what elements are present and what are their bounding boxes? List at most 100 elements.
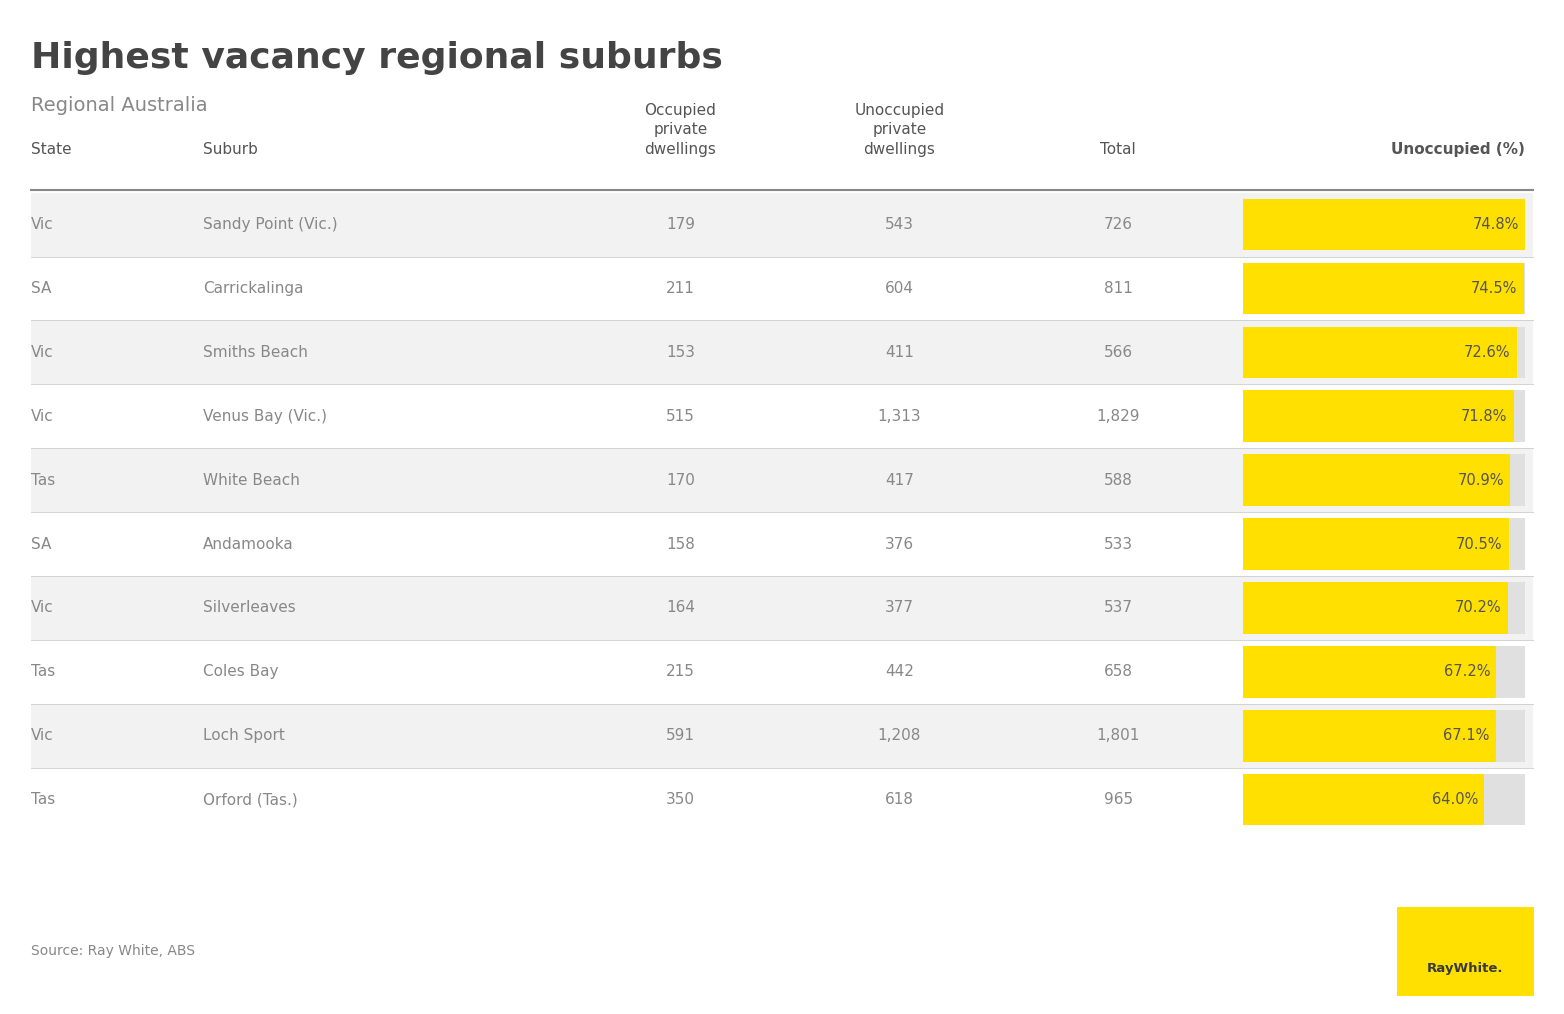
Text: 67.2%: 67.2% xyxy=(1444,664,1490,679)
Text: Carrickalinga: Carrickalinga xyxy=(203,281,303,296)
FancyBboxPatch shape xyxy=(31,257,1533,320)
FancyBboxPatch shape xyxy=(31,448,1533,512)
Text: 1,313: 1,313 xyxy=(877,409,921,424)
Text: Unoccupied (%): Unoccupied (%) xyxy=(1390,142,1525,157)
FancyBboxPatch shape xyxy=(1243,710,1525,762)
FancyBboxPatch shape xyxy=(1243,263,1523,314)
FancyBboxPatch shape xyxy=(1243,263,1525,314)
Text: 74.5%: 74.5% xyxy=(1472,281,1517,296)
Text: Highest vacancy regional suburbs: Highest vacancy regional suburbs xyxy=(31,41,723,75)
Text: Smiths Beach: Smiths Beach xyxy=(203,345,308,360)
Text: 811: 811 xyxy=(1104,281,1132,296)
Text: Loch Sport: Loch Sport xyxy=(203,728,285,743)
Text: Tas: Tas xyxy=(31,473,56,488)
Text: 179: 179 xyxy=(666,217,694,232)
FancyBboxPatch shape xyxy=(1243,710,1495,762)
Text: 74.8%: 74.8% xyxy=(1472,217,1519,232)
Text: 533: 533 xyxy=(1104,536,1132,552)
FancyBboxPatch shape xyxy=(31,768,1533,831)
FancyBboxPatch shape xyxy=(31,640,1533,704)
Text: 170: 170 xyxy=(666,473,694,488)
Text: 71.8%: 71.8% xyxy=(1461,409,1508,424)
Text: Vic: Vic xyxy=(31,217,55,232)
Text: 72.6%: 72.6% xyxy=(1464,345,1511,360)
Text: 411: 411 xyxy=(885,345,913,360)
FancyBboxPatch shape xyxy=(31,384,1533,448)
FancyBboxPatch shape xyxy=(1243,646,1525,698)
Text: White Beach: White Beach xyxy=(203,473,300,488)
Text: 350: 350 xyxy=(666,792,694,807)
Text: Vic: Vic xyxy=(31,409,55,424)
FancyBboxPatch shape xyxy=(1397,907,1534,996)
FancyBboxPatch shape xyxy=(1243,199,1525,250)
FancyBboxPatch shape xyxy=(1243,199,1525,250)
FancyBboxPatch shape xyxy=(31,704,1533,768)
FancyBboxPatch shape xyxy=(1243,774,1484,825)
Text: 64.0%: 64.0% xyxy=(1431,792,1478,807)
Text: 965: 965 xyxy=(1104,792,1132,807)
Text: 158: 158 xyxy=(666,536,694,552)
Text: Coles Bay: Coles Bay xyxy=(203,664,278,679)
Text: 70.9%: 70.9% xyxy=(1458,473,1505,488)
Text: 543: 543 xyxy=(885,217,913,232)
Text: Occupied
private
dwellings: Occupied private dwellings xyxy=(644,102,716,157)
Text: Vic: Vic xyxy=(31,345,55,360)
Text: 153: 153 xyxy=(666,345,694,360)
Text: 67.1%: 67.1% xyxy=(1444,728,1489,743)
FancyBboxPatch shape xyxy=(1243,327,1525,378)
Text: 1,208: 1,208 xyxy=(877,728,921,743)
Text: 618: 618 xyxy=(885,792,913,807)
Text: Andamooka: Andamooka xyxy=(203,536,294,552)
Text: Sandy Point (Vic.): Sandy Point (Vic.) xyxy=(203,217,338,232)
FancyBboxPatch shape xyxy=(1243,774,1525,825)
Text: 70.5%: 70.5% xyxy=(1456,536,1503,552)
FancyBboxPatch shape xyxy=(31,320,1533,384)
FancyBboxPatch shape xyxy=(31,576,1533,640)
FancyBboxPatch shape xyxy=(1243,454,1511,506)
Text: 566: 566 xyxy=(1104,345,1132,360)
Text: Tas: Tas xyxy=(31,664,56,679)
Text: SA: SA xyxy=(31,281,52,296)
Text: 70.2%: 70.2% xyxy=(1455,600,1501,615)
Text: Vic: Vic xyxy=(31,600,55,615)
FancyBboxPatch shape xyxy=(1243,582,1525,634)
Text: 588: 588 xyxy=(1104,473,1132,488)
FancyBboxPatch shape xyxy=(1243,454,1525,506)
Text: 442: 442 xyxy=(885,664,913,679)
Text: 726: 726 xyxy=(1104,217,1132,232)
Text: State: State xyxy=(31,142,72,157)
Text: Total: Total xyxy=(1101,142,1135,157)
Text: 211: 211 xyxy=(666,281,694,296)
FancyBboxPatch shape xyxy=(1243,518,1509,570)
Text: Regional Australia: Regional Australia xyxy=(31,96,208,116)
FancyBboxPatch shape xyxy=(1243,390,1525,442)
Text: 1,801: 1,801 xyxy=(1096,728,1140,743)
Text: Tas: Tas xyxy=(31,792,56,807)
FancyBboxPatch shape xyxy=(1243,327,1517,378)
Text: Source: Ray White, ABS: Source: Ray White, ABS xyxy=(31,944,196,958)
Text: 658: 658 xyxy=(1104,664,1132,679)
Text: 377: 377 xyxy=(885,600,913,615)
Text: 604: 604 xyxy=(885,281,913,296)
Text: Suburb: Suburb xyxy=(203,142,258,157)
FancyBboxPatch shape xyxy=(31,193,1533,257)
Text: 417: 417 xyxy=(885,473,913,488)
Text: 537: 537 xyxy=(1104,600,1132,615)
Text: Venus Bay (Vic.): Venus Bay (Vic.) xyxy=(203,409,327,424)
Text: 376: 376 xyxy=(885,536,913,552)
FancyBboxPatch shape xyxy=(1243,518,1525,570)
Text: 215: 215 xyxy=(666,664,694,679)
Text: RayWhite.: RayWhite. xyxy=(1428,962,1503,975)
Text: Orford (Tas.): Orford (Tas.) xyxy=(203,792,299,807)
Text: Unoccupied
private
dwellings: Unoccupied private dwellings xyxy=(854,102,945,157)
FancyBboxPatch shape xyxy=(1243,582,1508,634)
FancyBboxPatch shape xyxy=(1243,646,1497,698)
Text: Vic: Vic xyxy=(31,728,55,743)
Text: SA: SA xyxy=(31,536,52,552)
Text: 591: 591 xyxy=(666,728,694,743)
Text: 164: 164 xyxy=(666,600,694,615)
Text: Silverleaves: Silverleaves xyxy=(203,600,296,615)
Text: 1,829: 1,829 xyxy=(1096,409,1140,424)
FancyBboxPatch shape xyxy=(1243,390,1514,442)
Text: 515: 515 xyxy=(666,409,694,424)
